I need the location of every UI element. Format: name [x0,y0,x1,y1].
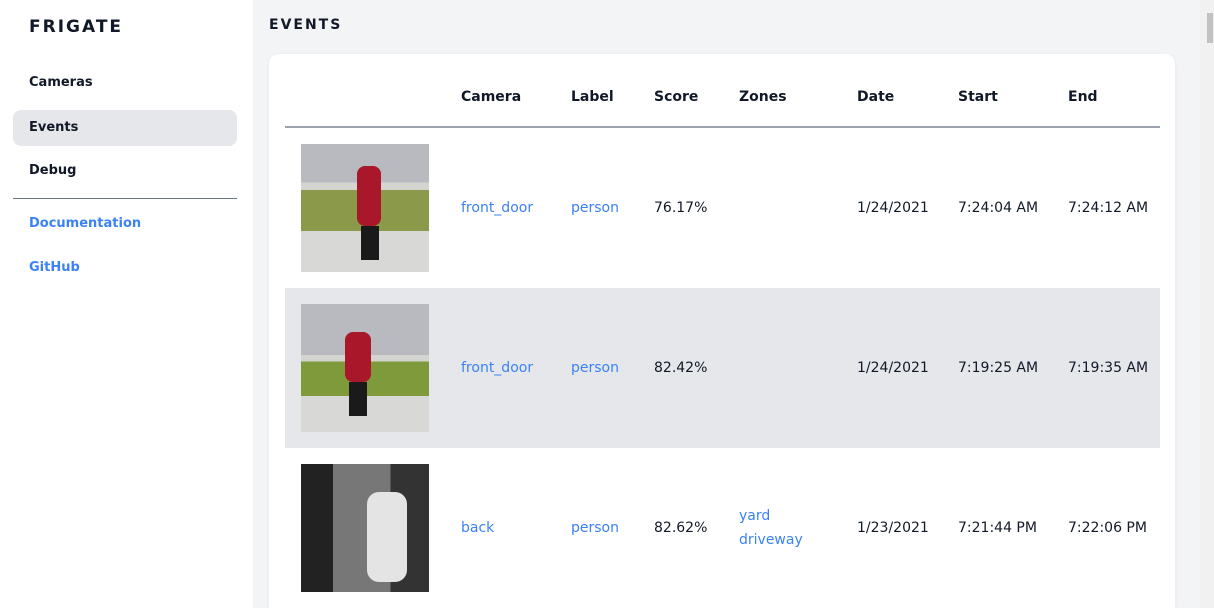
date: 1/24/2021 [857,200,929,216]
end-time: 7:24:12 AM [1068,200,1149,216]
table-row[interactable]: front_door person 76.17% 1/24/2021 7:24:… [285,128,1160,288]
scrollbar-thumb[interactable] [1207,13,1213,43]
score: 82.62% [654,520,708,536]
event-thumbnail[interactable] [301,304,429,432]
label-link[interactable]: person [571,360,619,376]
start-time: 7:24:04 AM [958,200,1039,216]
sidebar-item-events[interactable]: Events [13,110,237,146]
date: 1/23/2021 [857,520,929,536]
end-time: 7:22:06 PM [1068,520,1147,536]
score: 76.17% [654,200,708,216]
score: 82.42% [654,360,708,376]
scrollbar[interactable] [1200,0,1214,608]
header-label: Label [571,89,614,105]
end-time: 7:19:35 AM [1068,360,1149,376]
header-zones: Zones [739,89,787,105]
camera-link[interactable]: front_door [461,360,534,376]
header-score: Score [654,89,699,105]
page-title: EVENTS [269,17,343,33]
zone-link[interactable]: yard [739,508,771,524]
zone-link[interactable]: driveway [739,532,803,548]
event-thumbnail[interactable] [301,144,429,272]
label-link[interactable]: person [571,200,619,216]
sidebar-link-documentation[interactable]: Documentation [29,216,142,231]
header-start: Start [958,89,998,105]
table-row[interactable]: front_door person 82.42% 1/24/2021 7:19:… [285,288,1160,448]
header-end: End [1068,89,1098,105]
sidebar-item-cameras[interactable]: Cameras [29,75,93,90]
header-camera: Camera [461,89,522,105]
sidebar-link-github[interactable]: GitHub [29,260,80,275]
sidebar-item-debug[interactable]: Debug [29,163,77,178]
date: 1/24/2021 [857,360,929,376]
camera-link[interactable]: front_door [461,200,534,216]
sidebar: FRIGATE Cameras Events Debug Documentati… [0,0,253,608]
sidebar-divider [13,198,237,199]
camera-link[interactable]: back [461,520,495,536]
table-row[interactable]: back person 82.62% yard driveway 1/23/20… [285,448,1160,608]
header-divider [285,126,1160,128]
brand-logo[interactable]: FRIGATE [29,17,124,37]
start-time: 7:19:25 AM [958,360,1039,376]
header-date: Date [857,89,895,105]
label-link[interactable]: person [571,520,619,536]
start-time: 7:21:44 PM [958,520,1037,536]
event-thumbnail[interactable] [301,464,429,592]
